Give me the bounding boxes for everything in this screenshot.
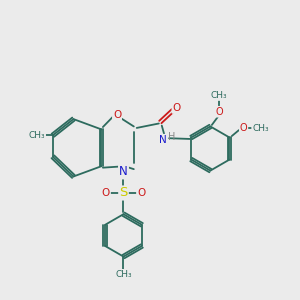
Text: O: O xyxy=(113,110,121,120)
Text: O: O xyxy=(215,107,223,117)
Text: N: N xyxy=(119,165,128,178)
Text: O: O xyxy=(172,103,181,113)
Text: O: O xyxy=(240,123,248,133)
Text: O: O xyxy=(102,188,110,198)
Text: N: N xyxy=(159,135,167,145)
Text: CH₃: CH₃ xyxy=(115,270,132,279)
Text: N: N xyxy=(119,165,128,178)
Text: CH₃: CH₃ xyxy=(211,91,227,100)
Text: O: O xyxy=(137,188,145,198)
Text: H: H xyxy=(168,132,175,142)
Text: CH₃: CH₃ xyxy=(28,131,45,140)
Text: S: S xyxy=(119,187,128,200)
Text: CH₃: CH₃ xyxy=(252,124,269,133)
